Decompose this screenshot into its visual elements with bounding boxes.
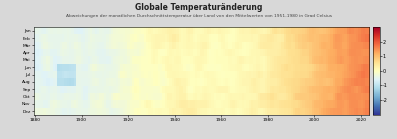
Text: Globale Temperaturänderung: Globale Temperaturänderung [135,3,262,13]
Text: Abweichungen der monatlichen Durchschnittstemperatur über Land von den Mittelwer: Abweichungen der monatlichen Durchschnit… [66,14,331,18]
